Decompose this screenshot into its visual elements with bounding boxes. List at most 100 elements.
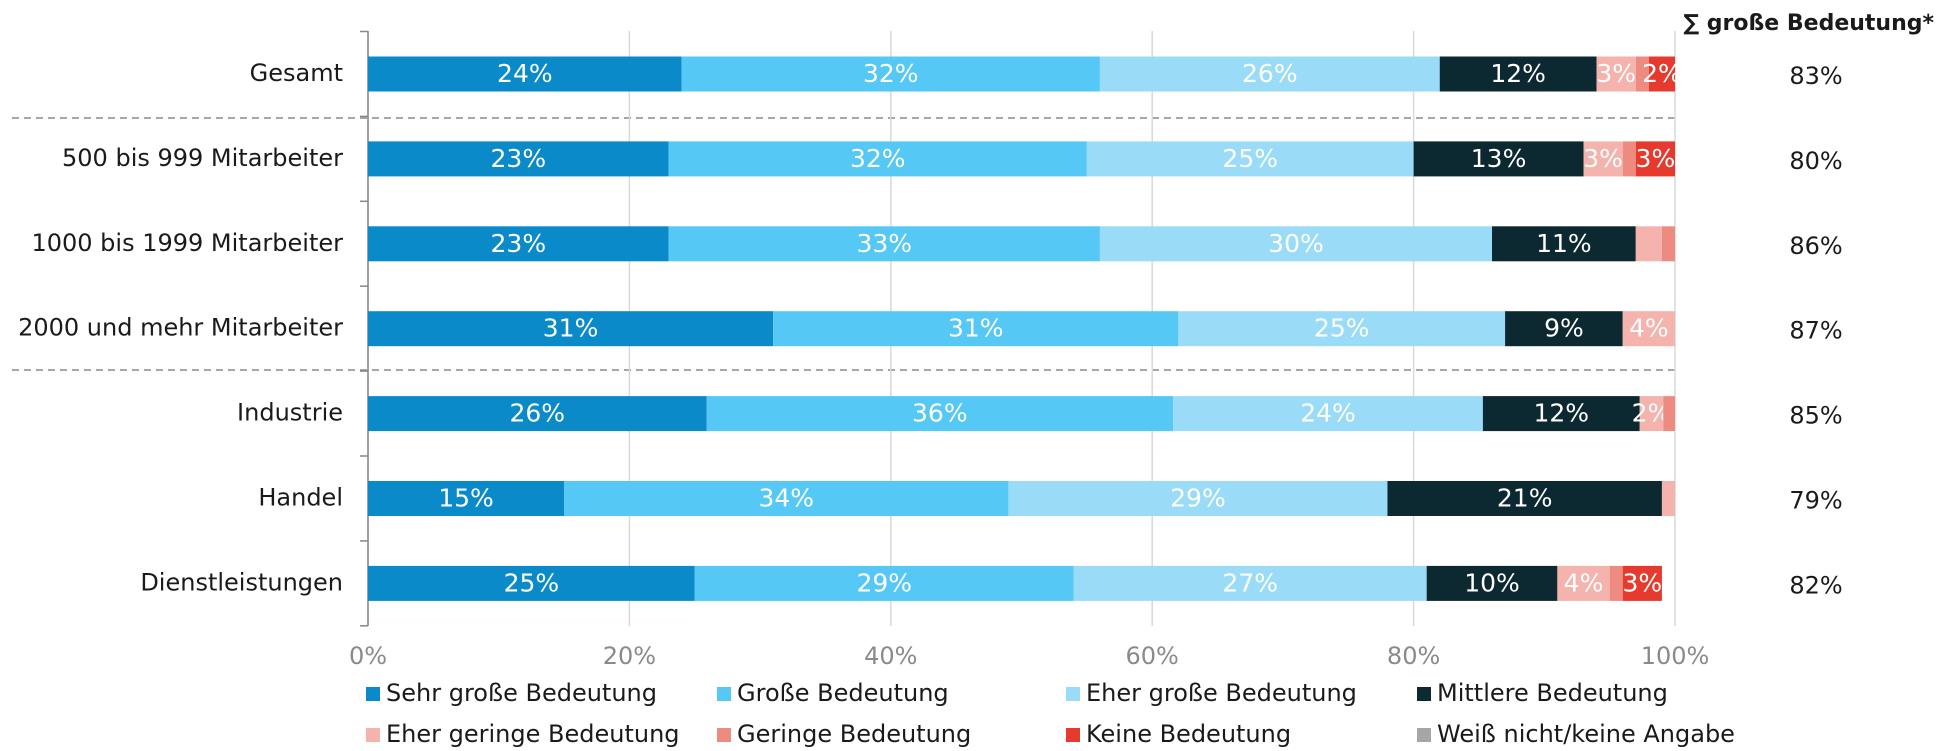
legend-label: Eher geringe Bedeutung — [386, 720, 680, 748]
x-tick-label: 100% — [1641, 642, 1710, 670]
bar-segment — [564, 481, 1009, 516]
sum-label: 80% — [1789, 147, 1842, 175]
sum-label: 87% — [1789, 317, 1842, 345]
x-tick-label: 80% — [1387, 642, 1440, 670]
data-label: 29% — [856, 568, 912, 597]
legend-swatch — [366, 728, 380, 742]
category-label: 500 bis 999 Mitarbeiter — [62, 144, 343, 172]
data-label: 13% — [1471, 144, 1527, 173]
category-label: Handel — [258, 484, 343, 512]
bar-segment — [1661, 481, 1675, 516]
data-label: 29% — [1170, 484, 1226, 513]
category-label: Gesamt — [250, 59, 343, 87]
bar-segment — [1609, 565, 1623, 601]
legend-label: Weiß nicht/keine Angabe — [1437, 720, 1735, 748]
data-label: 25% — [504, 568, 560, 597]
legend-swatch — [1066, 687, 1080, 701]
bar-segment — [1635, 226, 1662, 262]
legend-swatch — [1417, 687, 1431, 701]
legend-label: Geringe Bedeutung — [737, 720, 971, 748]
legend-swatch — [1066, 728, 1080, 742]
data-label: 15% — [438, 484, 494, 513]
bar-segment — [1439, 56, 1597, 92]
x-tick-label: 40% — [864, 642, 917, 670]
data-label: 27% — [1222, 568, 1278, 597]
bar-segment — [1622, 311, 1675, 347]
data-label: 2% — [1642, 59, 1682, 88]
data-label: 11% — [1536, 229, 1592, 258]
legend-swatch — [1417, 728, 1431, 742]
bar-segment — [1008, 481, 1388, 516]
data-label: 25% — [1314, 314, 1370, 343]
data-label: 31% — [543, 314, 599, 343]
sum-label: 85% — [1789, 402, 1842, 430]
data-label: 33% — [856, 229, 912, 258]
bar-segment — [1099, 226, 1493, 262]
bar-segment — [368, 56, 682, 92]
legend-label: Eher große Bedeutung — [1086, 679, 1357, 707]
data-label: 31% — [948, 314, 1004, 343]
sum-label: 86% — [1789, 232, 1842, 260]
bar-segment — [368, 226, 669, 262]
legend-swatch — [717, 728, 731, 742]
bar-segment — [1639, 396, 1664, 432]
bar-segment — [1635, 141, 1675, 177]
data-label: 3% — [1636, 144, 1676, 173]
bar-segment — [1505, 311, 1623, 347]
category-label: 1000 bis 1999 Mitarbeiter — [31, 229, 343, 257]
data-label: 12% — [1534, 399, 1590, 428]
data-label: 4% — [1629, 314, 1669, 343]
bar-segment — [706, 396, 1174, 432]
bar-segment — [368, 311, 774, 347]
x-tick-label: 20% — [603, 642, 656, 670]
bar-segment — [1178, 311, 1506, 347]
data-label: 25% — [1222, 144, 1278, 173]
bar-segment — [1583, 141, 1623, 177]
category-label: Dienstleistungen — [140, 568, 343, 596]
bar-segment — [1173, 396, 1483, 432]
bar-segment — [1086, 141, 1414, 177]
bar-segment — [1482, 396, 1640, 432]
data-label: 32% — [863, 59, 919, 88]
category-label: 2000 und mehr Mitarbeiter — [18, 314, 343, 342]
legend-label: Große Bedeutung — [737, 679, 949, 707]
bar-segment — [694, 565, 1074, 601]
x-tick-label: 0% — [349, 642, 387, 670]
bar-segment — [1661, 226, 1675, 262]
data-label: 36% — [912, 399, 968, 428]
data-label: 34% — [758, 484, 814, 513]
bar-segment — [368, 565, 695, 601]
bar-segment — [1635, 56, 1649, 92]
bar-segment — [368, 141, 669, 177]
bar-segment — [773, 311, 1179, 347]
data-label: 12% — [1490, 59, 1546, 88]
bar-segment — [1099, 56, 1440, 92]
bar-segment — [368, 481, 565, 516]
bar-segment — [1073, 565, 1427, 601]
bar-segment — [1663, 396, 1675, 432]
category-label: Industrie — [237, 399, 343, 427]
data-label: 3% — [1583, 144, 1623, 173]
data-label: 3% — [1622, 568, 1662, 597]
bar-segment — [1622, 565, 1662, 601]
data-label: 30% — [1268, 229, 1324, 258]
bar-segment — [1492, 226, 1636, 262]
bar-segment — [1622, 141, 1636, 177]
bar-segment — [1387, 481, 1662, 516]
data-label: 24% — [497, 59, 553, 88]
data-label: 23% — [491, 144, 547, 173]
bar-segment — [368, 396, 707, 432]
legend-label: Sehr große Bedeutung — [386, 679, 657, 707]
sum-label: 83% — [1789, 62, 1842, 90]
sum-title: ∑ große Bedeutung* — [1683, 11, 1934, 36]
bar-segment — [668, 141, 1087, 177]
legend-swatch — [366, 687, 380, 701]
x-tick-label: 60% — [1126, 642, 1179, 670]
data-label: 10% — [1464, 568, 1520, 597]
bar-segment — [1648, 56, 1675, 92]
data-label: 24% — [1300, 399, 1356, 428]
bar-segment — [1426, 565, 1558, 601]
bar-segment — [1413, 141, 1584, 177]
data-label: 3% — [1596, 59, 1636, 88]
bar-segment — [681, 56, 1100, 92]
